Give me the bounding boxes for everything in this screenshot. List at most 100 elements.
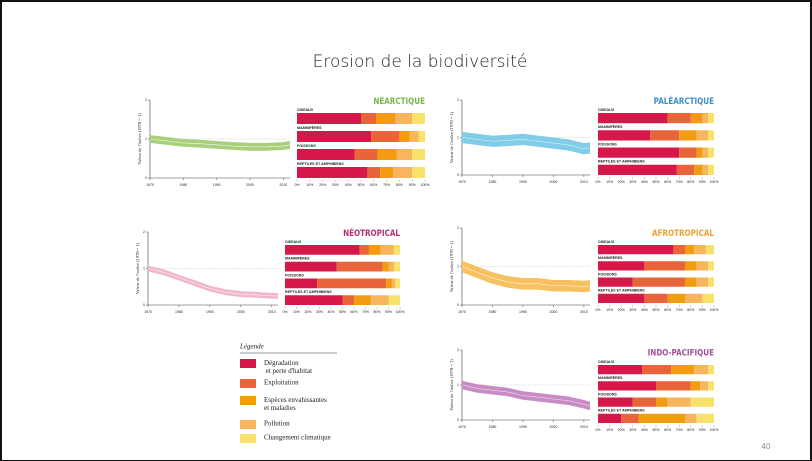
y-tick-label: 2 (143, 230, 145, 234)
bar-segment (690, 381, 701, 391)
x-tick-label: 80% (687, 428, 694, 432)
category-label: MAMMIFÈRES (285, 256, 310, 261)
y-axis-label: Valeur de l'indice (1970 = 1) (449, 240, 454, 292)
bar-segment (399, 131, 410, 142)
bar-segment (361, 113, 377, 124)
bar-segment (297, 113, 361, 124)
x-tick-label: 1970 (458, 425, 466, 429)
bar-segment (685, 413, 697, 423)
x-tick-label: 20% (618, 180, 625, 184)
x-tick-label: 0% (595, 180, 600, 184)
bar-segment (598, 130, 651, 141)
bar-segment (354, 149, 378, 160)
bar-segment (598, 147, 680, 158)
x-tick-label: 0% (595, 308, 600, 312)
y-tick-label: 1 (457, 264, 459, 268)
x-tick-label: 90% (699, 428, 706, 432)
bar-segment (598, 397, 633, 407)
bar-segment (377, 149, 397, 160)
category-label: REPTILES ET AMPHIBIENS (598, 409, 645, 413)
bar-segment (388, 261, 395, 272)
bar-segment (708, 164, 714, 175)
bar-segment (696, 130, 709, 141)
x-tick-label: 100% (710, 428, 719, 432)
bar-segment (598, 113, 668, 124)
page-number: 40 (762, 442, 771, 451)
legend-swatch (240, 359, 256, 368)
category-label: REPTILES ET AMPHIBIENS (297, 162, 344, 166)
slide-title: Erosion de la biodiversité (313, 52, 528, 72)
x-tick-label: 100% (421, 183, 430, 187)
x-tick-label: 2010 (580, 180, 588, 184)
bar-segment (700, 381, 709, 391)
y-tick-label: 1 (145, 137, 147, 141)
x-tick-label: 60% (664, 428, 671, 432)
category-label: POISSONS (297, 144, 316, 148)
bar-segment (650, 130, 680, 141)
bar-segment (388, 295, 400, 305)
bar-segment (598, 381, 656, 391)
x-tick-label: 1990 (519, 425, 527, 429)
category-label: POISSONS (598, 142, 617, 146)
category-label: OISEAUX (598, 108, 615, 112)
bar-segment (702, 113, 709, 124)
legend-label: Dégradation et perte d'habitat (264, 359, 312, 375)
x-tick-label: 20% (618, 308, 625, 312)
confidence-band (462, 380, 590, 411)
region-title: NÉARCTIQUE (373, 94, 425, 106)
y-tick-label: 0 (145, 176, 147, 180)
y-tick-label: 0 (457, 303, 459, 307)
bar-segment (380, 167, 393, 178)
x-tick-label: 1970 (458, 310, 466, 314)
bar-segment (412, 149, 425, 160)
region-title: INDO-PACIFIQUE (648, 347, 714, 358)
x-tick-label: 1970 (146, 183, 154, 187)
x-tick-label: 1990 (519, 180, 527, 184)
bar-segment (285, 261, 337, 272)
bar-segment (396, 149, 413, 160)
x-tick-label: 2000 (550, 180, 558, 184)
bar-segment (708, 277, 714, 287)
y-tick-label: 2 (457, 98, 459, 102)
y-tick-label: 0 (457, 173, 459, 177)
bar-segment (409, 131, 419, 142)
x-tick-label: 90% (699, 180, 706, 184)
legend-swatch (240, 379, 256, 388)
x-tick-label: 1980 (489, 425, 497, 429)
category-label: MAMMIFÈRES (598, 255, 623, 260)
region-title: PALÉARCTIQUE (654, 94, 714, 106)
x-tick-label: 1980 (489, 310, 497, 314)
x-tick-label: 2010 (580, 310, 588, 314)
bar-segment (285, 295, 343, 305)
x-tick-label: 100% (710, 180, 719, 184)
bar-segment (656, 381, 691, 391)
x-tick-label: 1970 (458, 180, 466, 184)
bar-segment (705, 245, 714, 255)
bar-segment (367, 167, 381, 178)
bar-segment (667, 113, 691, 124)
x-tick-label: 100% (396, 310, 405, 314)
bar-segment (694, 164, 703, 175)
category-label: REPTILES ET AMPHIBIENS (598, 160, 645, 164)
x-tick-label: 70% (676, 428, 683, 432)
bar-segment (685, 293, 703, 303)
bar-segment (317, 278, 387, 289)
x-tick-label: 2000 (550, 425, 558, 429)
x-tick-label: 70% (383, 183, 390, 187)
bar-segment (673, 245, 685, 255)
index-line (461, 137, 591, 150)
bar-segment (644, 293, 668, 303)
x-tick-label: 80% (373, 310, 380, 314)
legend-label: Espèces envahissantes et maladies (264, 396, 327, 412)
bar-segment (676, 164, 695, 175)
bar-segment (386, 278, 392, 289)
x-tick-label: 50% (357, 183, 364, 187)
index-line (149, 138, 291, 148)
category-label: OISEAUX (285, 240, 302, 244)
x-tick-label: 20% (618, 428, 625, 432)
x-tick-label: 90% (409, 183, 416, 187)
bar-segment (696, 147, 703, 158)
x-tick-label: 60% (664, 308, 671, 312)
x-tick-label: 1980 (175, 310, 183, 314)
category-label: OISEAUX (598, 240, 615, 244)
